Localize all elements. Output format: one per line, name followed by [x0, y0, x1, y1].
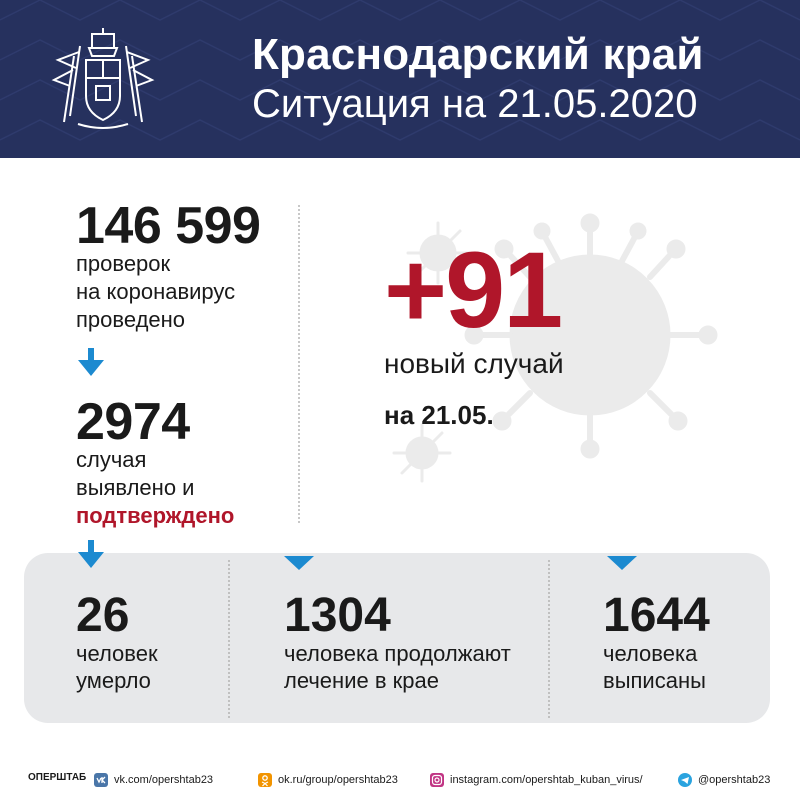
column-divider [298, 205, 300, 523]
header-banner: Краснодарский край Ситуация на 21.05.202… [0, 0, 800, 158]
tests-desc-line: проверок [76, 251, 171, 276]
footer-link-text: ok.ru/group/opershtab23 [278, 774, 398, 786]
footer-link-text: @opershtab23 [698, 774, 771, 786]
vk-icon [94, 773, 108, 787]
cases-count: 2974 [76, 393, 190, 451]
in-treatment-count: 1304 [284, 589, 391, 642]
stat-desc-line: выписаны [603, 668, 706, 693]
stat-desc-line: умерло [76, 668, 151, 693]
tests-desc-line: проведено [76, 307, 186, 332]
tests-description: проверок на коронавирус проведено [76, 250, 235, 334]
cases-confirmed-label: подтверждено [76, 503, 235, 528]
cases-desc-line: выявлено и [76, 475, 195, 500]
new-cases-label: новый случай [384, 348, 564, 379]
footer-link-ok[interactable]: ok.ru/group/opershtab23 [258, 770, 398, 790]
virus-illustration-icon [392, 213, 718, 483]
cases-desc-line: случая [76, 447, 147, 472]
stats-divider [228, 560, 230, 718]
discharged-description: человека выписаны [603, 640, 706, 694]
arrow-down-icon [78, 348, 104, 376]
in-treatment-description: человека продолжают лечение в крае [284, 640, 511, 694]
instagram-icon [430, 773, 444, 787]
new-cases-date: на 21.05. [384, 400, 494, 430]
header-pattern [0, 0, 800, 141]
tests-count: 146 599 [76, 197, 261, 255]
stats-panel [24, 553, 770, 723]
pointer-triangle-icon [284, 556, 314, 570]
page-subtitle: Ситуация на 21.05.2020 [252, 82, 698, 126]
tests-desc-line: на коронавирус [76, 279, 236, 304]
page-title: Краснодарский край [252, 30, 704, 79]
footer-link-vk[interactable]: vk.com/opershtab23 [94, 770, 213, 790]
deaths-description: человек умерло [76, 640, 158, 694]
footer-link-text: instagram.com/opershtab_kuban_virus/ [450, 774, 643, 786]
coat-of-arms-icon [51, 28, 155, 129]
footer-link-telegram[interactable]: @opershtab23 [678, 770, 770, 790]
cases-description: случая выявлено и подтверждено [76, 446, 234, 530]
deaths-count: 26 [76, 589, 130, 642]
telegram-icon [678, 773, 692, 787]
odnoklassniki-icon [258, 773, 272, 787]
stats-divider [548, 560, 550, 718]
footer-link-text: vk.com/opershtab23 [114, 774, 214, 786]
new-cases-count: +91 [384, 229, 563, 350]
footer: ОПЕРШТАБ vk.com/opershtab23 ok.ru/group/… [0, 760, 800, 800]
arrow-down-icon [78, 540, 104, 568]
stat-desc-line: лечение в крае [284, 668, 439, 693]
discharged-count: 1644 [603, 589, 710, 642]
footer-brand: ОПЕРШТАБ [28, 772, 87, 783]
pointer-triangle-icon [607, 556, 637, 570]
stat-desc-line: человека [603, 641, 698, 666]
stat-desc-line: человек [76, 641, 158, 666]
footer-link-instagram[interactable]: instagram.com/opershtab_kuban_virus/ [430, 770, 643, 790]
stat-desc-line: человека продолжают [284, 641, 511, 666]
